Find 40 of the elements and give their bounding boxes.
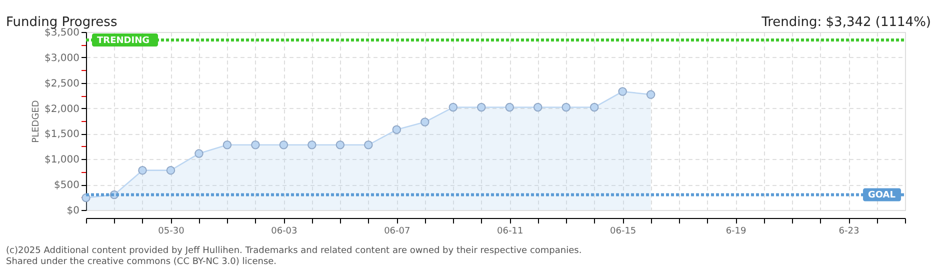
- text: (c)2025 Additional content provided by Jeff Hullihen. Trademarks and related content are owned by their respective companies.: [6, 246, 582, 256]
- chart-subtitle: Trending: $3,342 (1114%): [760, 15, 931, 30]
- x-tick-label: 6-19: [726, 226, 747, 236]
- y-tick-label: $1,000: [44, 154, 80, 166]
- y-tick-label: $0: [66, 206, 80, 216]
- point: [448, 102, 458, 112]
- point: [618, 87, 627, 96]
- y-tick-label: $3,500: [44, 28, 80, 38]
- point: [194, 149, 204, 158]
- point: [477, 102, 486, 112]
- point: [562, 102, 570, 112]
- y-tick-label: $500: [54, 180, 80, 192]
- point: [166, 166, 176, 175]
- ref-line-label: GOAL: [868, 190, 896, 201]
- x-tick-label: 6-23: [838, 226, 860, 236]
- point: [505, 102, 514, 112]
- point: [420, 118, 430, 126]
- x-tick-label: 06-11: [497, 226, 524, 236]
- x-tick-label: 06-03: [271, 226, 298, 236]
- point: [279, 140, 288, 150]
- point: [308, 140, 316, 150]
- point: [251, 140, 260, 150]
- point: [646, 90, 656, 99]
- x-tick-label: 05-30: [158, 226, 185, 236]
- point: [138, 166, 147, 175]
- ref-line-label: TRENDING: [97, 36, 150, 46]
- text: Shared under the creative commons (CC BY-NC 3.0) license.: [6, 257, 277, 267]
- y-tick-label: $1,500: [44, 129, 80, 140]
- point: [533, 102, 542, 112]
- y-tick-label: $2,000: [44, 104, 80, 115]
- y-tick-label: $2,500: [44, 78, 80, 90]
- y-tick-label: $3,000: [44, 52, 80, 64]
- x-tick-label: 06-07: [384, 226, 410, 236]
- point: [392, 125, 402, 134]
- y-axis-title: PLEDGED: [32, 100, 42, 143]
- point: [590, 102, 599, 112]
- point: [222, 140, 232, 150]
- point: [336, 140, 345, 150]
- point: [364, 140, 373, 150]
- x-tick-label: 06-15: [610, 226, 636, 236]
